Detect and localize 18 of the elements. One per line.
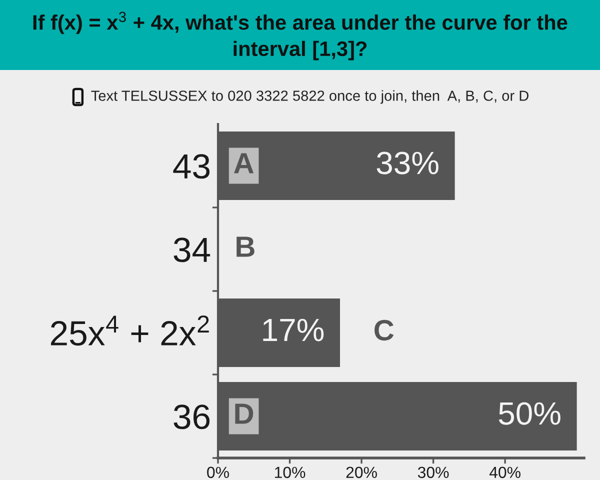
y-tick-label: 43	[173, 154, 210, 179]
annotation: B	[236, 236, 254, 257]
y-tick-label: 34	[174, 238, 210, 262]
chart-subtitle: Text TELSUSSEX to 020 3322 5822 once to join, then A, B, C, or D	[91, 90, 528, 104]
annotation: C	[374, 320, 394, 341]
data-label: 50%	[498, 402, 560, 425]
x-tick-label: 0%	[207, 466, 229, 478]
y-tick-label: 25x$^{4}$ + 2x$^{2}$	[50, 315, 209, 346]
annotation: D	[235, 404, 254, 424]
x-tick-label: 30%	[418, 466, 449, 478]
data-label: 17%	[263, 318, 324, 342]
data-label: 33%	[376, 152, 438, 174]
y-tick-label: 36	[174, 404, 210, 430]
annotation: A	[234, 153, 254, 174]
x-tick-label: 40%	[489, 466, 520, 478]
chart-title: If f(x) = x$^{3}$ + 4x, what's the area under the curve for the interval [1,3]?	[33, 12, 568, 60]
x-tick-label: 10%	[275, 466, 306, 478]
x-tick-label: 20%	[346, 466, 377, 478]
